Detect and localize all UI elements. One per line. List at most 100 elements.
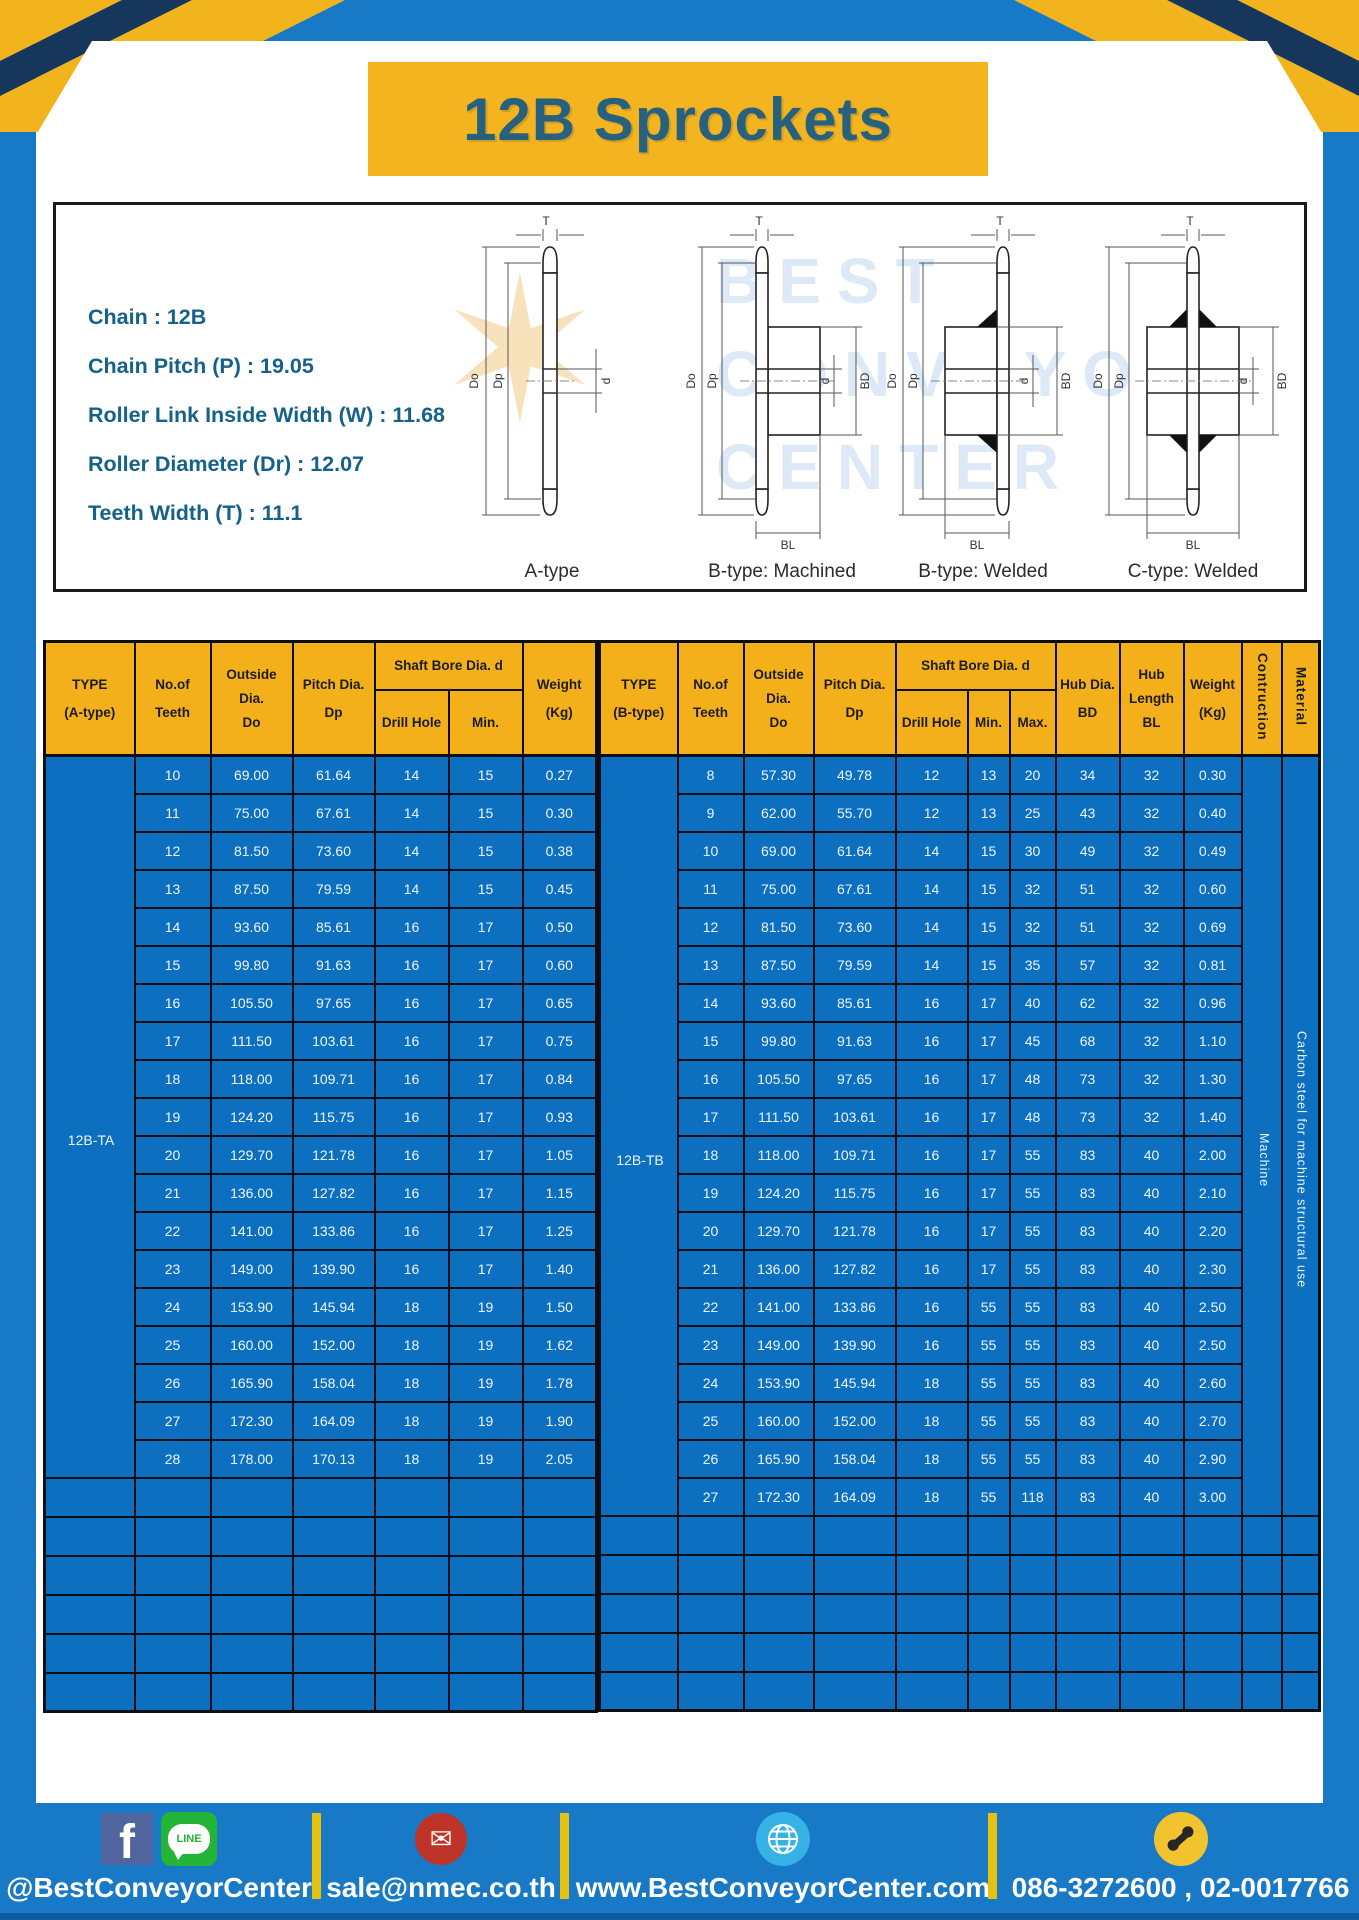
construction-column-cell bbox=[1240, 1211, 1283, 1250]
table-row: 12 81.50 73.60 14 15 32 51 32 0.69 bbox=[598, 906, 1321, 947]
dim-label-do: Do bbox=[1091, 373, 1105, 389]
cell-hub-dia: 62 bbox=[1054, 982, 1121, 1023]
type-column-cell bbox=[598, 869, 679, 908]
type-column-cell bbox=[598, 831, 679, 870]
type-column-cell bbox=[598, 755, 679, 794]
cell-teeth: 10 bbox=[133, 754, 212, 795]
table-a-empty-rows bbox=[43, 1476, 598, 1713]
cell-outside-dia: 172.30 bbox=[209, 1400, 294, 1441]
cell-weight: 2.20 bbox=[1182, 1210, 1243, 1251]
table-row: 8 57.30 49.78 12 13 20 34 32 0.30 bbox=[598, 754, 1321, 795]
cell-max: 35 bbox=[1008, 944, 1057, 985]
type-column-cell bbox=[43, 1211, 136, 1250]
cell-hub-length: 40 bbox=[1118, 1438, 1185, 1479]
table-row: 11 75.00 67.61 14 15 32 51 32 0.60 bbox=[598, 868, 1321, 909]
cell-pitch-dia: 121.78 bbox=[812, 1210, 897, 1251]
table-row: 21 136.00 127.82 16 17 55 83 40 2.30 bbox=[598, 1248, 1321, 1289]
cell-teeth: 28 bbox=[133, 1438, 212, 1479]
material-column-cell bbox=[1280, 1173, 1321, 1212]
table-row: 11 75.00 67.61 14 15 0.30 bbox=[43, 792, 598, 833]
cell-teeth: 17 bbox=[676, 1096, 745, 1137]
cell-max: 55 bbox=[1008, 1362, 1057, 1403]
cell-pitch-dia: 164.09 bbox=[812, 1476, 897, 1517]
col-header-weight: Weight (Kg) bbox=[521, 640, 598, 757]
cell-drill-hole: 18 bbox=[373, 1438, 450, 1479]
table-row: 25 160.00 152.00 18 19 1.62 bbox=[43, 1324, 598, 1365]
cell-outside-dia: 118.00 bbox=[209, 1058, 294, 1099]
cell-hub-length: 32 bbox=[1118, 792, 1185, 833]
cell-outside-dia: 69.00 bbox=[742, 830, 815, 871]
col-header-min: Min. bbox=[966, 688, 1011, 757]
type-column-cell bbox=[43, 1135, 136, 1174]
cell-min: 15 bbox=[447, 830, 524, 871]
table-b-wrap: TYPE (B-type) No.of Teeth Outside Dia. Do Pi… bbox=[598, 640, 1322, 1713]
table-row: 21 136.00 127.82 16 17 1.15 bbox=[43, 1172, 598, 1213]
cell-max: 32 bbox=[1008, 906, 1057, 947]
footer-divider bbox=[988, 1813, 997, 1899]
cell-max: 32 bbox=[1008, 868, 1057, 909]
b-type-machined-diagram-icon: T Do Dp d BD BL bbox=[684, 214, 872, 552]
footer-bar: f LINE @BestConveyorCenter ✉ sale@nmec.c… bbox=[0, 1803, 1359, 1913]
table-row: 22 141.00 133.86 16 17 1.25 bbox=[43, 1210, 598, 1251]
cell-weight: 0.96 bbox=[1182, 982, 1243, 1023]
cell-teeth: 11 bbox=[133, 792, 212, 833]
dim-label-d: d bbox=[599, 378, 613, 385]
cell-pitch-dia: 115.75 bbox=[291, 1096, 376, 1137]
cell-min: 15 bbox=[966, 868, 1011, 909]
cell-hub-length: 32 bbox=[1118, 906, 1185, 947]
table-a-body: 10 69.00 61.64 14 15 0.27 11 75.00 67.61 14 15 0.30… bbox=[43, 754, 598, 1479]
cell-weight: 0.38 bbox=[521, 830, 598, 871]
chain-specs: Chain : 12B Chain Pitch (P) : 19.05 Roll… bbox=[88, 293, 445, 538]
table-a-type: TYPE (A-type) No.of Teeth Outside Dia. Do Pi… bbox=[43, 640, 599, 1713]
cell-hub-dia: 57 bbox=[1054, 944, 1121, 985]
cell-outside-dia: 153.90 bbox=[209, 1286, 294, 1327]
cell-pitch-dia: 97.65 bbox=[291, 982, 376, 1023]
email-address: sale@nmec.co.th bbox=[326, 1872, 556, 1903]
col-header-teeth: No.of Teeth bbox=[133, 640, 212, 757]
type-column-cell bbox=[43, 1287, 136, 1326]
cell-min: 15 bbox=[966, 944, 1011, 985]
table-row: 25 160.00 152.00 18 55 55 83 40 2.70 bbox=[598, 1400, 1321, 1441]
dim-label-dp: Dp bbox=[491, 373, 505, 389]
table-row: 10 69.00 61.64 14 15 30 49 32 0.49 bbox=[598, 830, 1321, 871]
cell-hub-length: 32 bbox=[1118, 830, 1185, 871]
cell-drill-hole: 16 bbox=[373, 1096, 450, 1137]
cell-pitch-dia: 97.65 bbox=[812, 1058, 897, 1099]
cell-min: 17 bbox=[966, 1172, 1011, 1213]
cell-teeth: 14 bbox=[133, 906, 212, 947]
cell-max: 48 bbox=[1008, 1096, 1057, 1137]
cell-pitch-dia: 91.63 bbox=[291, 944, 376, 985]
social-handle: @BestConveyorCenter bbox=[6, 1872, 312, 1903]
cell-outside-dia: 81.50 bbox=[209, 830, 294, 871]
cell-pitch-dia: 139.90 bbox=[812, 1324, 897, 1365]
cell-hub-dia: 83 bbox=[1054, 1172, 1121, 1213]
cell-teeth: 25 bbox=[676, 1400, 745, 1441]
cell-teeth: 22 bbox=[133, 1210, 212, 1251]
cell-min: 55 bbox=[966, 1476, 1011, 1517]
cell-outside-dia: 105.50 bbox=[209, 982, 294, 1023]
cell-drill-hole: 18 bbox=[373, 1324, 450, 1365]
cell-drill-hole: 16 bbox=[894, 1172, 969, 1213]
cell-drill-hole: 16 bbox=[894, 1210, 969, 1251]
cell-pitch-dia: 158.04 bbox=[812, 1438, 897, 1479]
table-row: 28 178.00 170.13 18 19 2.05 bbox=[43, 1438, 598, 1479]
cell-drill-hole: 18 bbox=[894, 1362, 969, 1403]
cell-outside-dia: 124.20 bbox=[742, 1172, 815, 1213]
cell-weight: 0.60 bbox=[521, 944, 598, 985]
cell-drill-hole: 16 bbox=[894, 1286, 969, 1327]
cell-pitch-dia: 67.61 bbox=[812, 868, 897, 909]
table-row: 19 124.20 115.75 16 17 0.93 bbox=[43, 1096, 598, 1137]
cell-pitch-dia: 61.64 bbox=[812, 830, 897, 871]
table-row: 15 99.80 91.63 16 17 0.60 bbox=[43, 944, 598, 985]
watermark-logo-icon: ✶ bbox=[436, 240, 604, 463]
cell-pitch-dia: 67.61 bbox=[291, 792, 376, 833]
type-column-cell bbox=[43, 1021, 136, 1060]
cell-weight: 2.60 bbox=[1182, 1362, 1243, 1403]
type-column-cell bbox=[43, 983, 136, 1022]
cell-weight: 0.84 bbox=[521, 1058, 598, 1099]
cell-drill-hole: 16 bbox=[373, 1172, 450, 1213]
cell-hub-dia: 83 bbox=[1054, 1362, 1121, 1403]
type-column-cell bbox=[598, 1021, 679, 1060]
cell-max: 55 bbox=[1008, 1286, 1057, 1327]
